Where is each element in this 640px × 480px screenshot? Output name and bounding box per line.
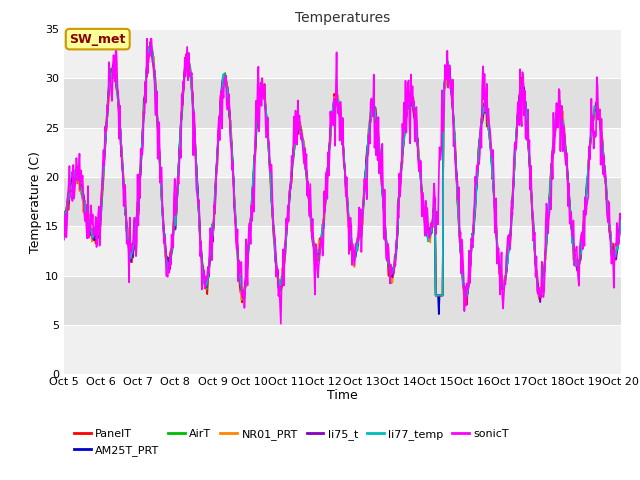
X-axis label: Time: Time xyxy=(327,389,358,402)
Bar xyxy=(64,78,621,128)
Bar xyxy=(64,29,621,78)
Bar xyxy=(64,276,621,325)
Title: Temperatures: Temperatures xyxy=(295,11,390,25)
Legend: PanelT, AM25T_PRT, AirT, NR01_PRT, li75_t, li77_temp, sonicT: PanelT, AM25T_PRT, AirT, NR01_PRT, li75_… xyxy=(70,425,513,460)
Bar xyxy=(64,325,621,374)
Text: SW_met: SW_met xyxy=(70,33,126,46)
Y-axis label: Temperature (C): Temperature (C) xyxy=(29,151,42,252)
Bar xyxy=(64,226,621,276)
Bar xyxy=(64,177,621,226)
Bar xyxy=(64,128,621,177)
